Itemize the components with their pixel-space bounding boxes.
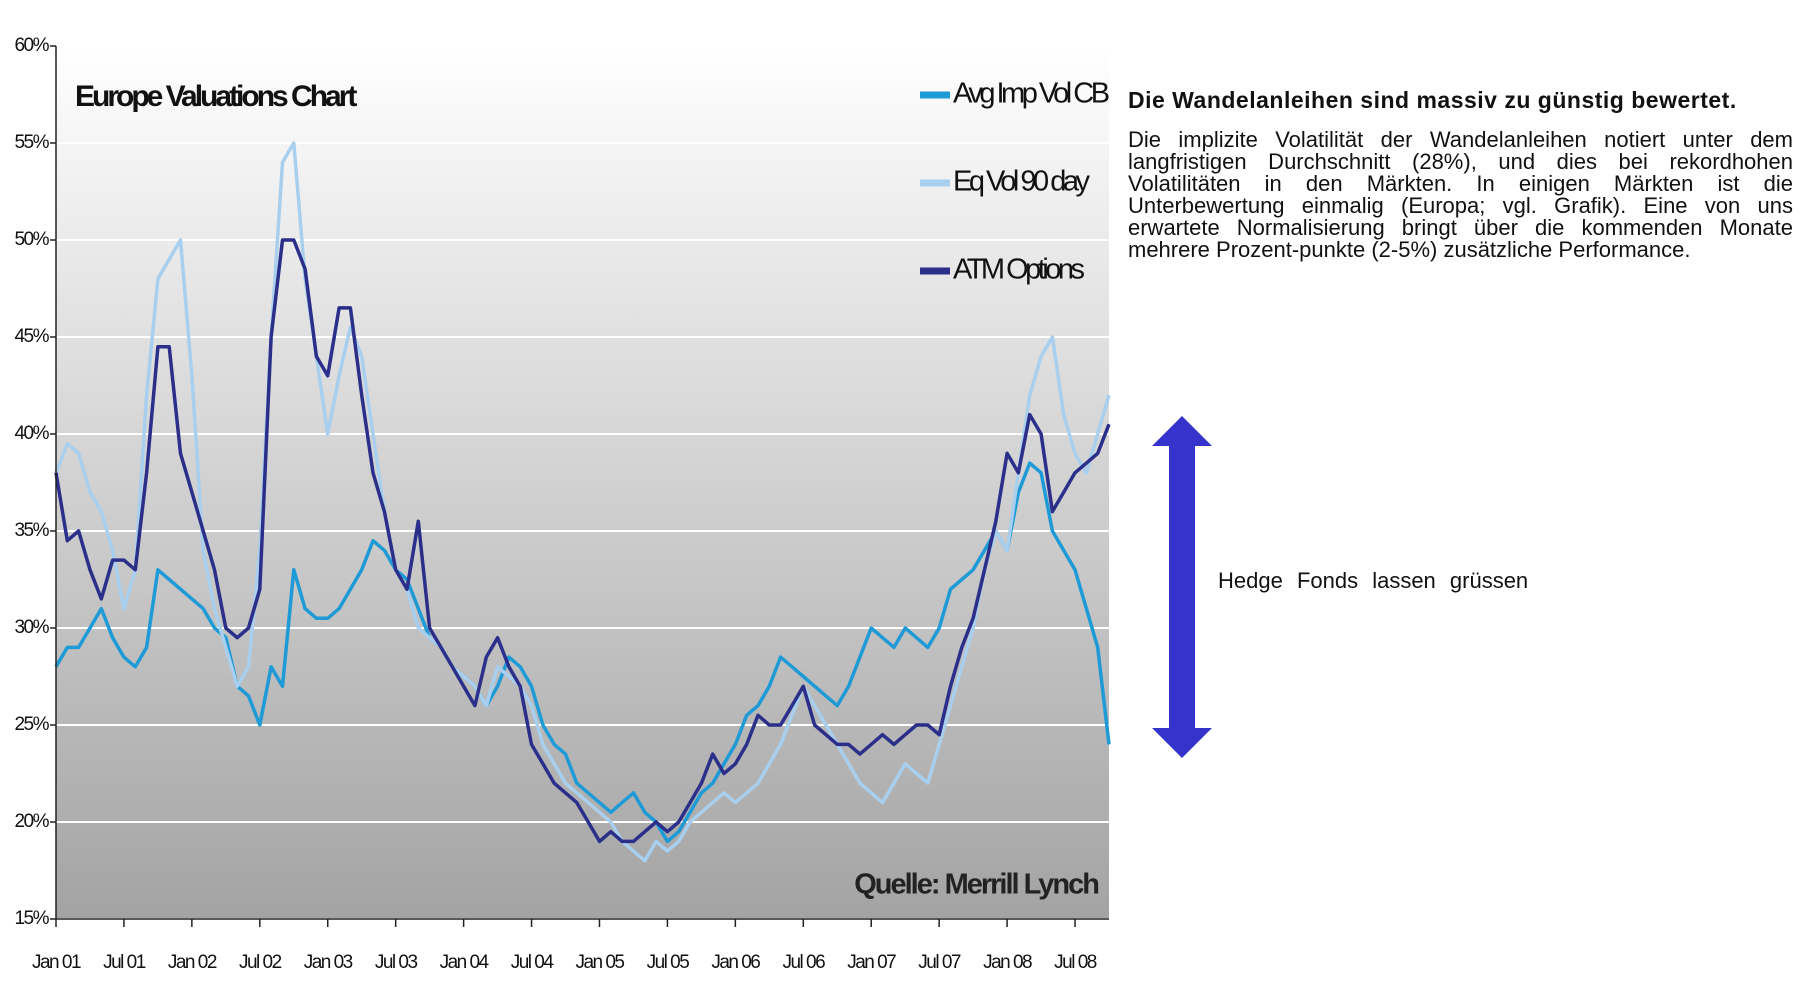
x-tick-label: Jan 04 <box>440 952 490 973</box>
x-tick-label: Jul 05 <box>647 952 690 973</box>
x-tick-label: Jan 06 <box>711 952 760 973</box>
y-tick-label: 55% <box>14 132 49 153</box>
y-tick-label: 40% <box>14 423 49 444</box>
x-tick-label: Jan 03 <box>304 952 353 973</box>
annotation: Hedge Fonds lassen grüssen <box>1218 568 1529 593</box>
x-tick-label: Jan 08 <box>983 952 1032 973</box>
y-tick-label: 35% <box>14 520 49 541</box>
x-tick-label: Jul 03 <box>375 952 418 973</box>
x-tick-label: Jul 08 <box>1054 952 1097 973</box>
side-text: Die Wandelanleihen sind massiv zu günsti… <box>1128 88 1793 261</box>
y-tick-label: 25% <box>14 714 49 735</box>
legend-label: ATM Options <box>953 254 1085 286</box>
plot-area <box>56 46 1109 919</box>
x-tick-label: Jul 04 <box>511 952 555 973</box>
heading: Die Wandelanleihen sind massiv zu günsti… <box>1128 87 1737 113</box>
legend-label: Avg Imp Vol CB <box>953 78 1109 110</box>
y-tick-label: 45% <box>14 326 49 347</box>
x-tick-label: Jan 05 <box>575 952 624 973</box>
y-tick-label: 50% <box>14 229 49 250</box>
x-tick-label: Jul 01 <box>103 952 146 973</box>
legend-label: Eq Vol 90 day <box>953 166 1090 198</box>
series-line <box>54 141 1111 863</box>
x-tick-label: Jul 07 <box>918 952 961 973</box>
x-tick-label: Jan 01 <box>32 952 81 973</box>
chart-title: Europe Valuations Chart <box>75 80 357 113</box>
x-tick-label: Jan 02 <box>168 952 217 973</box>
x-tick-label: Jan 07 <box>847 952 896 973</box>
y-tick-label: 15% <box>14 908 49 929</box>
y-tick-label: 30% <box>14 617 49 638</box>
x-tick-label: Jul 02 <box>239 952 282 973</box>
x-tick-label: Jul 06 <box>782 952 825 973</box>
y-tick-label: 20% <box>14 811 49 832</box>
y-tick-label: 60% <box>14 35 49 56</box>
arrow <box>1152 416 1212 758</box>
series-line <box>54 238 1111 844</box>
body-text: Die implizite Volatilität der Wandelanle… <box>1128 127 1793 262</box>
source-note: Quelle: Merrill Lynch <box>854 869 1098 901</box>
